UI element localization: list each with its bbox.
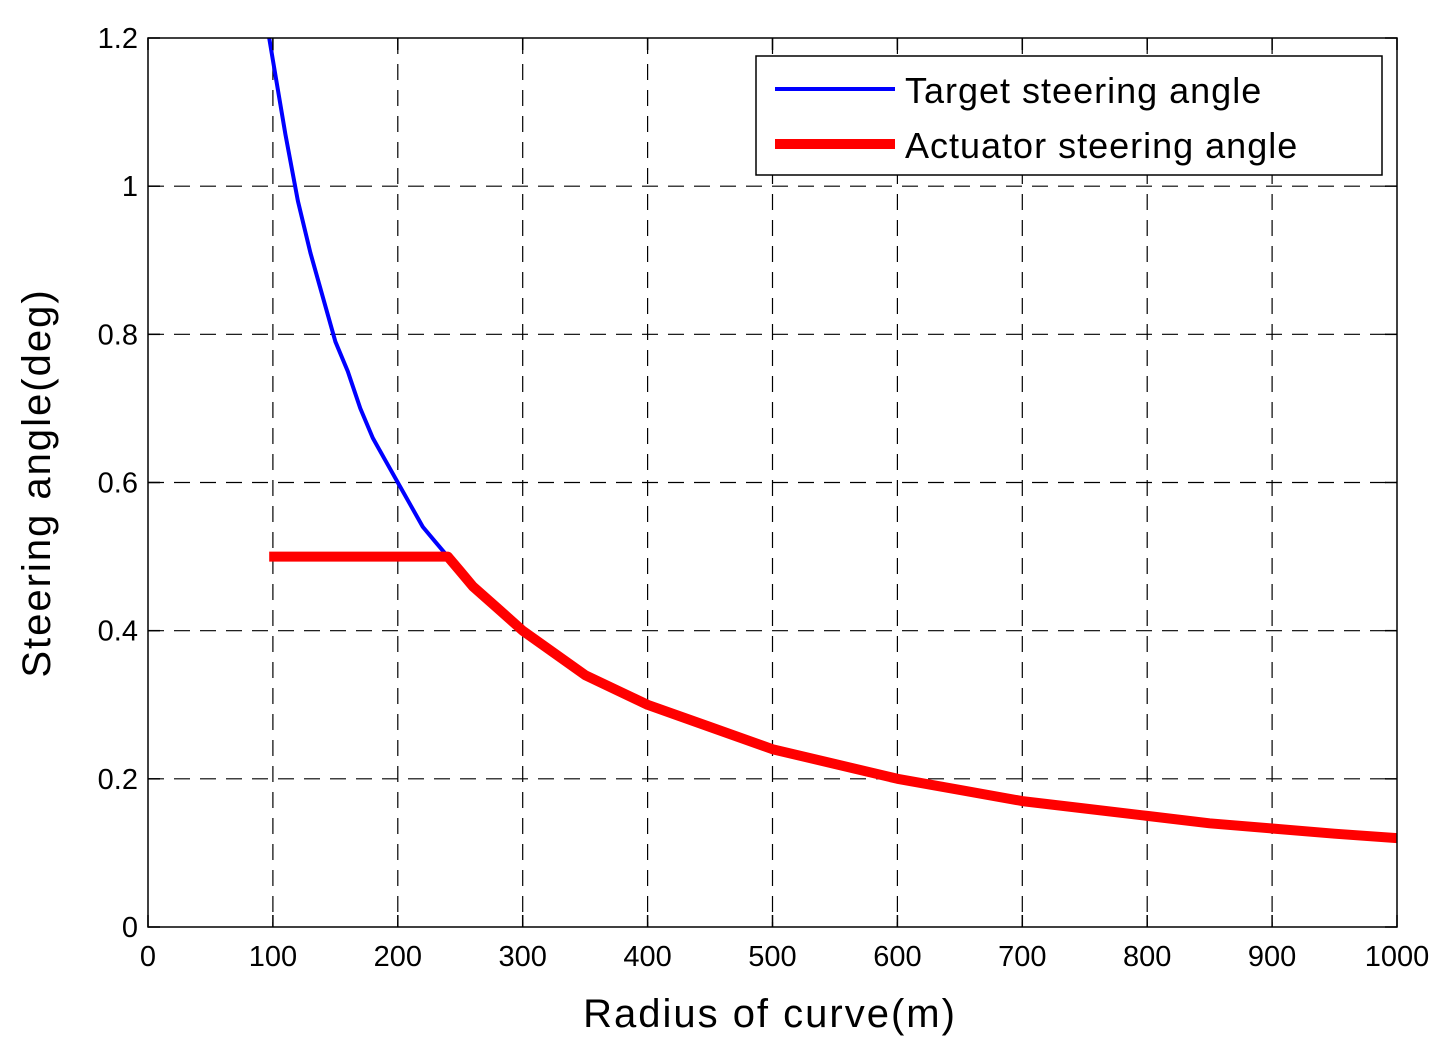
legend-box bbox=[755, 55, 1383, 176]
y-tick-label: 0.8 bbox=[98, 319, 138, 351]
y-tick-label: 1.2 bbox=[98, 23, 138, 55]
x-tick-label: 600 bbox=[873, 941, 921, 973]
y-tick-label: 0.4 bbox=[98, 616, 138, 648]
axis-ticks: 0 100 200 300 400 500 600 700 800 900 1000 0 0.2 0.4 0… bbox=[98, 23, 1430, 973]
series-line-target bbox=[267, 37, 450, 558]
legend-label-target: Target steering angle bbox=[905, 70, 1262, 111]
grid-lines bbox=[148, 38, 1397, 927]
series-lines bbox=[267, 37, 1398, 844]
x-axis-label: Radius of curve(m) bbox=[583, 992, 957, 1036]
x-tick-label: 700 bbox=[998, 941, 1046, 973]
x-tick-label: 100 bbox=[249, 941, 297, 973]
x-tick-label: 200 bbox=[374, 941, 422, 973]
x-tick-label: 1000 bbox=[1365, 941, 1430, 973]
series-line-actuator bbox=[269, 551, 1398, 844]
y-tick-label: 0.2 bbox=[98, 764, 138, 796]
x-tick-label: 500 bbox=[748, 941, 796, 973]
x-tick-label: 400 bbox=[623, 941, 671, 973]
x-tick-label: 300 bbox=[499, 941, 547, 973]
y-tick-label: 0 bbox=[122, 912, 138, 944]
legend: Target steering angle Actuator steering … bbox=[755, 55, 1383, 176]
y-tick-label: 0.6 bbox=[98, 468, 138, 500]
y-axis-label: Steering angle(deg) bbox=[15, 288, 59, 677]
legend-label-actuator: Actuator steering angle bbox=[905, 125, 1298, 166]
x-tick-label: 800 bbox=[1123, 941, 1171, 973]
x-tick-label: 0 bbox=[140, 941, 156, 973]
y-tick-label: 1 bbox=[122, 171, 138, 203]
x-tick-label: 900 bbox=[1248, 941, 1296, 973]
